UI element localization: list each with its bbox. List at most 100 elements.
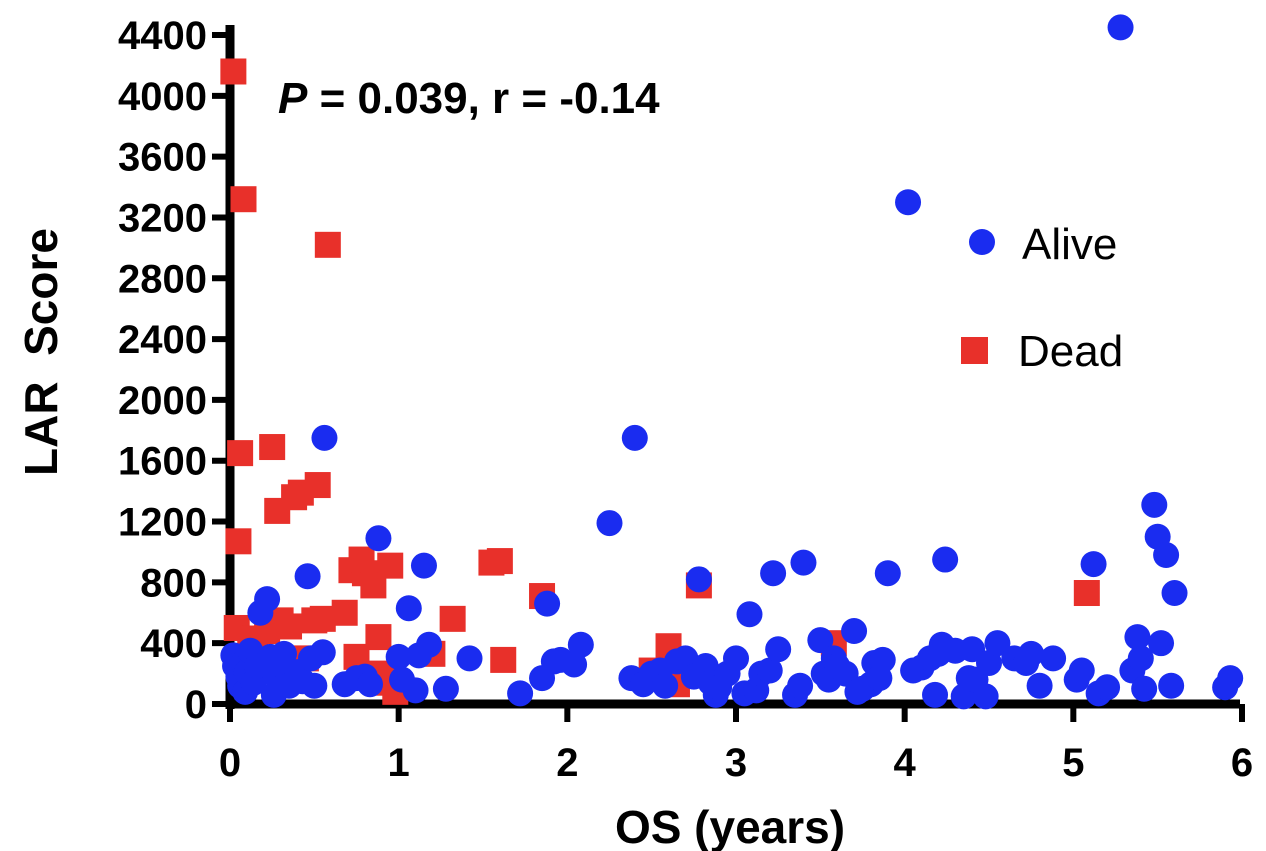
- legend-dead-marker: [961, 337, 988, 364]
- legend-alive-marker: [969, 229, 995, 255]
- alive-point: [976, 649, 1002, 676]
- x-tick-label: 6: [1231, 741, 1253, 785]
- alive-point: [765, 636, 792, 663]
- y-ticks: 0 400 800 1200 1600 2000 2400 2800 3200 3600 4000 4…: [118, 14, 230, 727]
- alive-point: [652, 672, 679, 699]
- alive-point: [1131, 675, 1158, 702]
- alive-point: [1124, 624, 1151, 651]
- alive-point: [1018, 640, 1045, 667]
- alive-point: [385, 643, 412, 670]
- legend-alive-label: Alive: [1022, 220, 1117, 269]
- legend: Alive Dead: [961, 220, 1123, 376]
- series-alive: [220, 14, 1244, 710]
- y-tick-label: 3600: [118, 136, 207, 180]
- dead-point: [276, 613, 303, 640]
- y-tick-label: 4400: [118, 14, 207, 58]
- legend-item-dead: Dead: [961, 327, 1123, 376]
- y-tick-label: 800: [140, 561, 207, 605]
- alive-point: [270, 640, 297, 667]
- alive-point: [760, 560, 787, 587]
- alive-point: [1040, 645, 1067, 672]
- x-axis-title: OS (years): [615, 801, 845, 851]
- alive-point: [922, 681, 949, 708]
- dead-point: [220, 58, 247, 85]
- y-tick-label: 2400: [118, 318, 207, 362]
- alive-point: [1026, 672, 1053, 699]
- y-axis: 0 400 800 1200 1600 2000 2400 2800 3200 3600 4000 4…: [118, 14, 235, 727]
- dead-point: [259, 434, 286, 461]
- dead-point: [486, 548, 513, 575]
- alive-point: [365, 525, 392, 552]
- dead-point: [331, 599, 358, 626]
- data-points: [220, 14, 1244, 710]
- alive-point: [756, 657, 783, 684]
- alive-point: [294, 563, 321, 590]
- alive-point: [395, 595, 422, 622]
- alive-point: [561, 651, 588, 678]
- dead-point: [314, 231, 341, 258]
- x-axis: 0 1 2 3 4 5 6: [219, 699, 1253, 785]
- alive-point: [972, 683, 999, 710]
- annotation-rest: = 0.039, r = -0.14: [307, 74, 660, 123]
- dead-point: [365, 624, 392, 651]
- alive-point: [534, 590, 561, 617]
- dead-point: [439, 605, 466, 632]
- dead-point: [309, 605, 336, 632]
- dead-point: [304, 472, 331, 499]
- alive-point: [736, 601, 763, 628]
- alive-point: [807, 627, 834, 654]
- x-tick-label: 1: [388, 741, 410, 785]
- alive-point: [1141, 491, 1168, 518]
- dead-point: [225, 528, 252, 555]
- dead-point: [230, 186, 257, 213]
- legend-item-alive: Alive: [969, 220, 1117, 269]
- alive-point: [309, 639, 336, 666]
- dead-point: [377, 552, 404, 579]
- y-tick-label: 1600: [118, 440, 207, 484]
- alive-point: [685, 566, 712, 593]
- x-tick-label: 5: [1062, 741, 1084, 785]
- alive-point: [567, 631, 594, 658]
- alive-point: [301, 672, 328, 699]
- alive-point: [456, 645, 483, 672]
- x-tick-label: 2: [556, 741, 578, 785]
- alive-point: [416, 631, 443, 658]
- alive-point: [1080, 551, 1107, 578]
- alive-point: [1153, 541, 1180, 568]
- alive-point: [1161, 580, 1188, 607]
- x-ticks: 0 1 2 3 4 5 6: [219, 704, 1253, 785]
- dead-point: [490, 646, 517, 673]
- alive-point: [787, 672, 814, 699]
- alive-point: [1107, 14, 1134, 41]
- legend-dead-label: Dead: [1018, 327, 1123, 376]
- alive-point: [1148, 630, 1175, 657]
- alive-point: [311, 424, 338, 451]
- alive-point: [874, 560, 901, 587]
- series-dead: [220, 58, 1100, 705]
- alive-point: [869, 646, 896, 673]
- alive-point: [621, 424, 648, 451]
- alive-point: [596, 510, 623, 537]
- alive-point: [1217, 665, 1244, 692]
- y-axis-title: LAR Score: [15, 228, 67, 476]
- alive-point: [402, 677, 429, 704]
- dead-point: [1073, 580, 1100, 607]
- dead-point: [227, 440, 254, 467]
- alive-point: [1094, 674, 1121, 701]
- y-tick-label: 4000: [118, 75, 207, 119]
- x-tick-label: 4: [894, 741, 917, 785]
- alive-point: [1158, 672, 1185, 699]
- alive-point: [410, 552, 437, 579]
- alive-point: [723, 645, 749, 672]
- y-tick-label: 2800: [118, 257, 207, 301]
- alive-point: [254, 586, 281, 613]
- x-tick-label: 0: [219, 741, 241, 785]
- alive-point: [895, 189, 922, 216]
- y-tick-label: 2000: [118, 379, 207, 423]
- alive-point: [1127, 645, 1154, 672]
- alive-point: [841, 618, 868, 645]
- alive-point: [432, 675, 459, 702]
- alive-point: [932, 546, 959, 573]
- y-tick-label: 3200: [118, 196, 207, 240]
